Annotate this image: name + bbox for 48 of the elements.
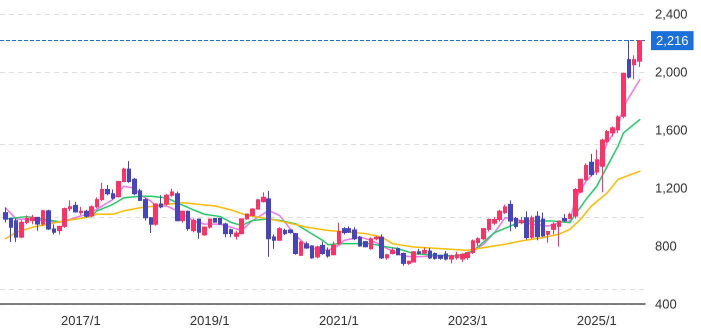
candlestick bbox=[562, 214, 567, 223]
candlestick bbox=[546, 230, 550, 244]
x-tick-label: 2017/1 bbox=[60, 313, 101, 328]
candlestick bbox=[390, 246, 395, 255]
candlestick bbox=[417, 248, 421, 256]
candlestick bbox=[342, 226, 347, 235]
candlestick bbox=[621, 72, 626, 119]
candlestick bbox=[153, 202, 158, 226]
candlestick bbox=[627, 40, 631, 80]
candlestick bbox=[524, 210, 529, 240]
candlestick bbox=[422, 246, 427, 254]
candlestick bbox=[277, 226, 282, 242]
y-tick-label: 800 bbox=[655, 238, 677, 254]
candlestick bbox=[589, 153, 594, 177]
candlestick bbox=[180, 210, 185, 224]
candlestick bbox=[73, 201, 78, 214]
candlestick bbox=[519, 216, 524, 225]
candlestick bbox=[337, 222, 341, 246]
y-tick-label: 1,600 bbox=[655, 122, 688, 138]
x-tick-label: 2023/1 bbox=[448, 313, 488, 328]
x-tick-label: 2021/1 bbox=[318, 313, 359, 328]
candlestick bbox=[175, 191, 180, 222]
candlestick bbox=[35, 216, 40, 232]
y-tick-label: 1,200 bbox=[655, 180, 688, 196]
candlestick bbox=[41, 209, 45, 226]
candlestick bbox=[84, 209, 89, 218]
candlestick bbox=[186, 210, 190, 232]
candlestick bbox=[411, 250, 416, 264]
candlestick bbox=[331, 241, 336, 256]
candlestick bbox=[379, 234, 384, 260]
candlestick bbox=[79, 206, 83, 216]
candlestick bbox=[299, 240, 303, 257]
y-tick-label: 2,000 bbox=[655, 64, 688, 80]
ref-line-label: 2,216 bbox=[656, 33, 689, 48]
candlestick bbox=[159, 194, 163, 209]
x-tick-label: 2025/1 bbox=[576, 313, 617, 328]
line-series bbox=[4, 79, 640, 258]
candlestick bbox=[197, 218, 201, 240]
candlestick bbox=[385, 253, 389, 260]
candlestick bbox=[191, 218, 196, 233]
x-tick-label: 2019/1 bbox=[190, 313, 230, 328]
y-tick-label: 400 bbox=[655, 296, 677, 312]
candlestick bbox=[530, 215, 534, 240]
line-series bbox=[4, 170, 640, 252]
line-series bbox=[4, 118, 640, 257]
candlestick bbox=[315, 246, 320, 259]
candlestick bbox=[293, 232, 298, 256]
y-tick-label: 2,400 bbox=[655, 6, 688, 22]
